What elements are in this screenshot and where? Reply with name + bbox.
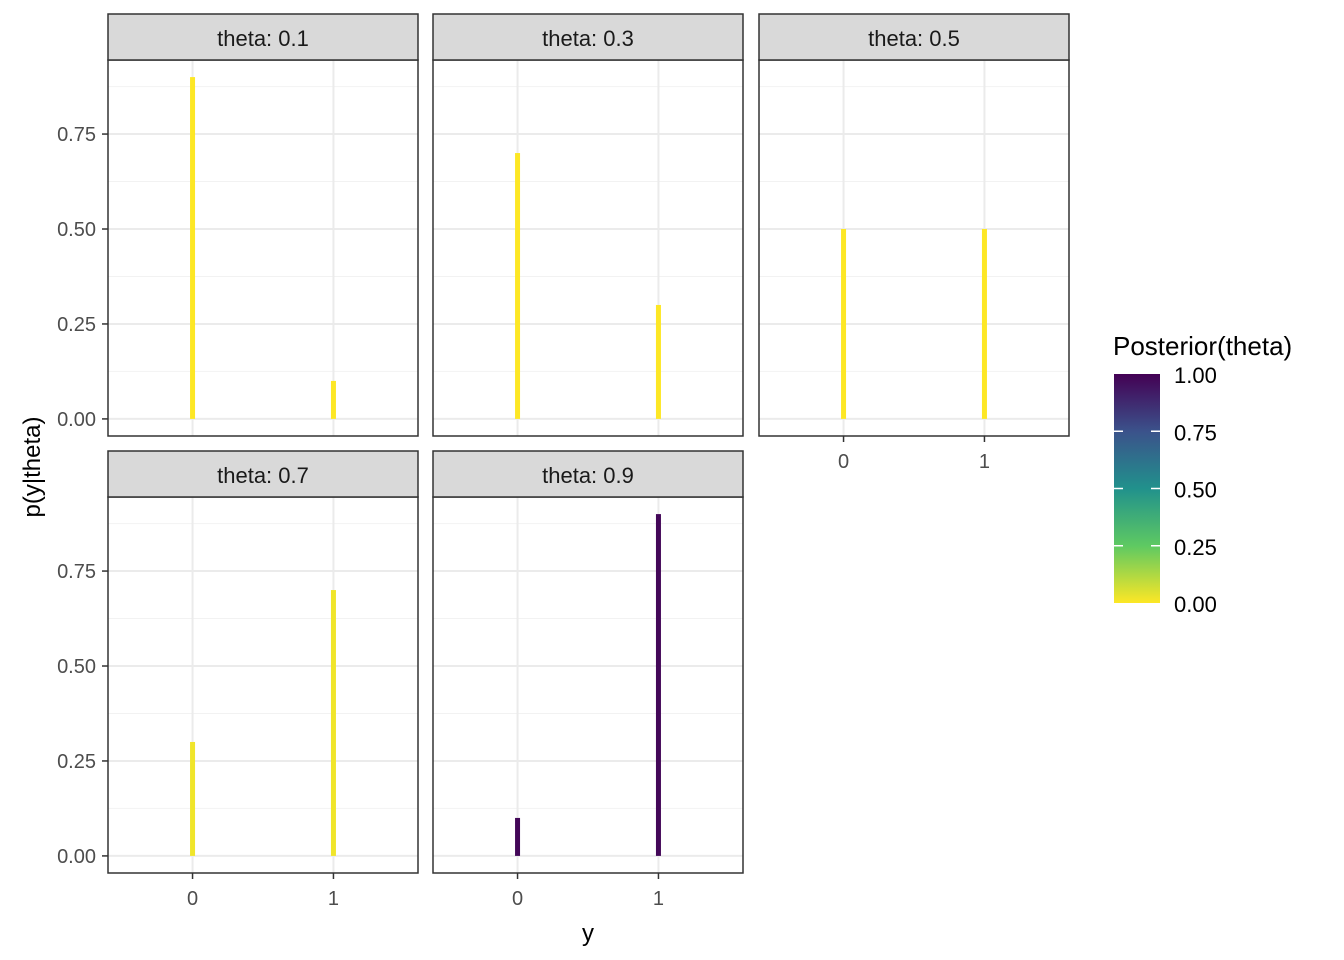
facet-label: theta: 0.5 xyxy=(868,26,960,51)
facet-panel: theta: 0.1 0.00 0.25 0.50 0.75 xyxy=(57,13,419,437)
panel-background xyxy=(759,60,1069,436)
y-tick-label: 0.00 xyxy=(57,846,96,868)
x-tick-label: 0 xyxy=(187,888,198,910)
x-tick-label: 1 xyxy=(979,451,990,473)
facet-strip xyxy=(107,450,419,498)
legend-tick-label: 0.75 xyxy=(1174,420,1217,445)
y-axis-title: p(y|theta) xyxy=(19,417,46,518)
x-tick-label: 0 xyxy=(512,888,523,910)
x-axis-title: y xyxy=(582,920,594,947)
facet-label: theta: 0.1 xyxy=(217,26,309,51)
y-tick-label: 0.25 xyxy=(57,314,96,336)
bar xyxy=(655,304,661,419)
legend-tick-label: 1.00 xyxy=(1174,363,1217,388)
panel-background xyxy=(108,497,418,873)
bar xyxy=(330,380,336,419)
y-tick-label: 0.75 xyxy=(57,561,96,583)
panel-background xyxy=(433,60,743,436)
bar xyxy=(330,590,336,856)
panel-background xyxy=(433,497,743,873)
facet-panel: theta: 0.3 xyxy=(432,13,744,437)
panel-background xyxy=(108,60,418,436)
y-tick-label: 0.50 xyxy=(57,656,96,678)
legend-tick-label: 0.50 xyxy=(1174,478,1217,503)
facet-strip xyxy=(107,13,419,61)
bar xyxy=(190,741,196,856)
y-tick-label: 0.00 xyxy=(57,409,96,431)
x-tick-label: 0 xyxy=(838,451,849,473)
legend-tick-label: 0.00 xyxy=(1174,592,1217,617)
legend-title: Posterior(theta) xyxy=(1113,331,1292,361)
y-tick-label: 0.50 xyxy=(57,219,96,241)
legend-tick-label: 0.25 xyxy=(1174,535,1217,560)
bar xyxy=(515,817,521,856)
facet-label: theta: 0.9 xyxy=(542,463,634,488)
facet-strip xyxy=(432,13,744,61)
facet-panel: theta: 0.7 0.00 0.25 0.50 0.75 0 1 xyxy=(57,450,419,910)
bar xyxy=(981,229,987,419)
facet-strip xyxy=(432,450,744,498)
bar xyxy=(515,153,521,419)
bar xyxy=(190,77,196,419)
facet-strip xyxy=(758,13,1070,61)
y-tick-label: 0.25 xyxy=(57,751,96,773)
x-tick-label: 1 xyxy=(328,888,339,910)
facet-panel: theta: 0.9 0 1 xyxy=(432,450,744,910)
x-tick-label: 1 xyxy=(653,888,664,910)
bar xyxy=(841,229,847,419)
facet-label: theta: 0.3 xyxy=(542,26,634,51)
facet-panel: theta: 0.5 0 1 xyxy=(758,13,1070,473)
y-tick-label: 0.75 xyxy=(57,124,96,146)
bar xyxy=(655,514,661,856)
facet-label: theta: 0.7 xyxy=(217,463,309,488)
